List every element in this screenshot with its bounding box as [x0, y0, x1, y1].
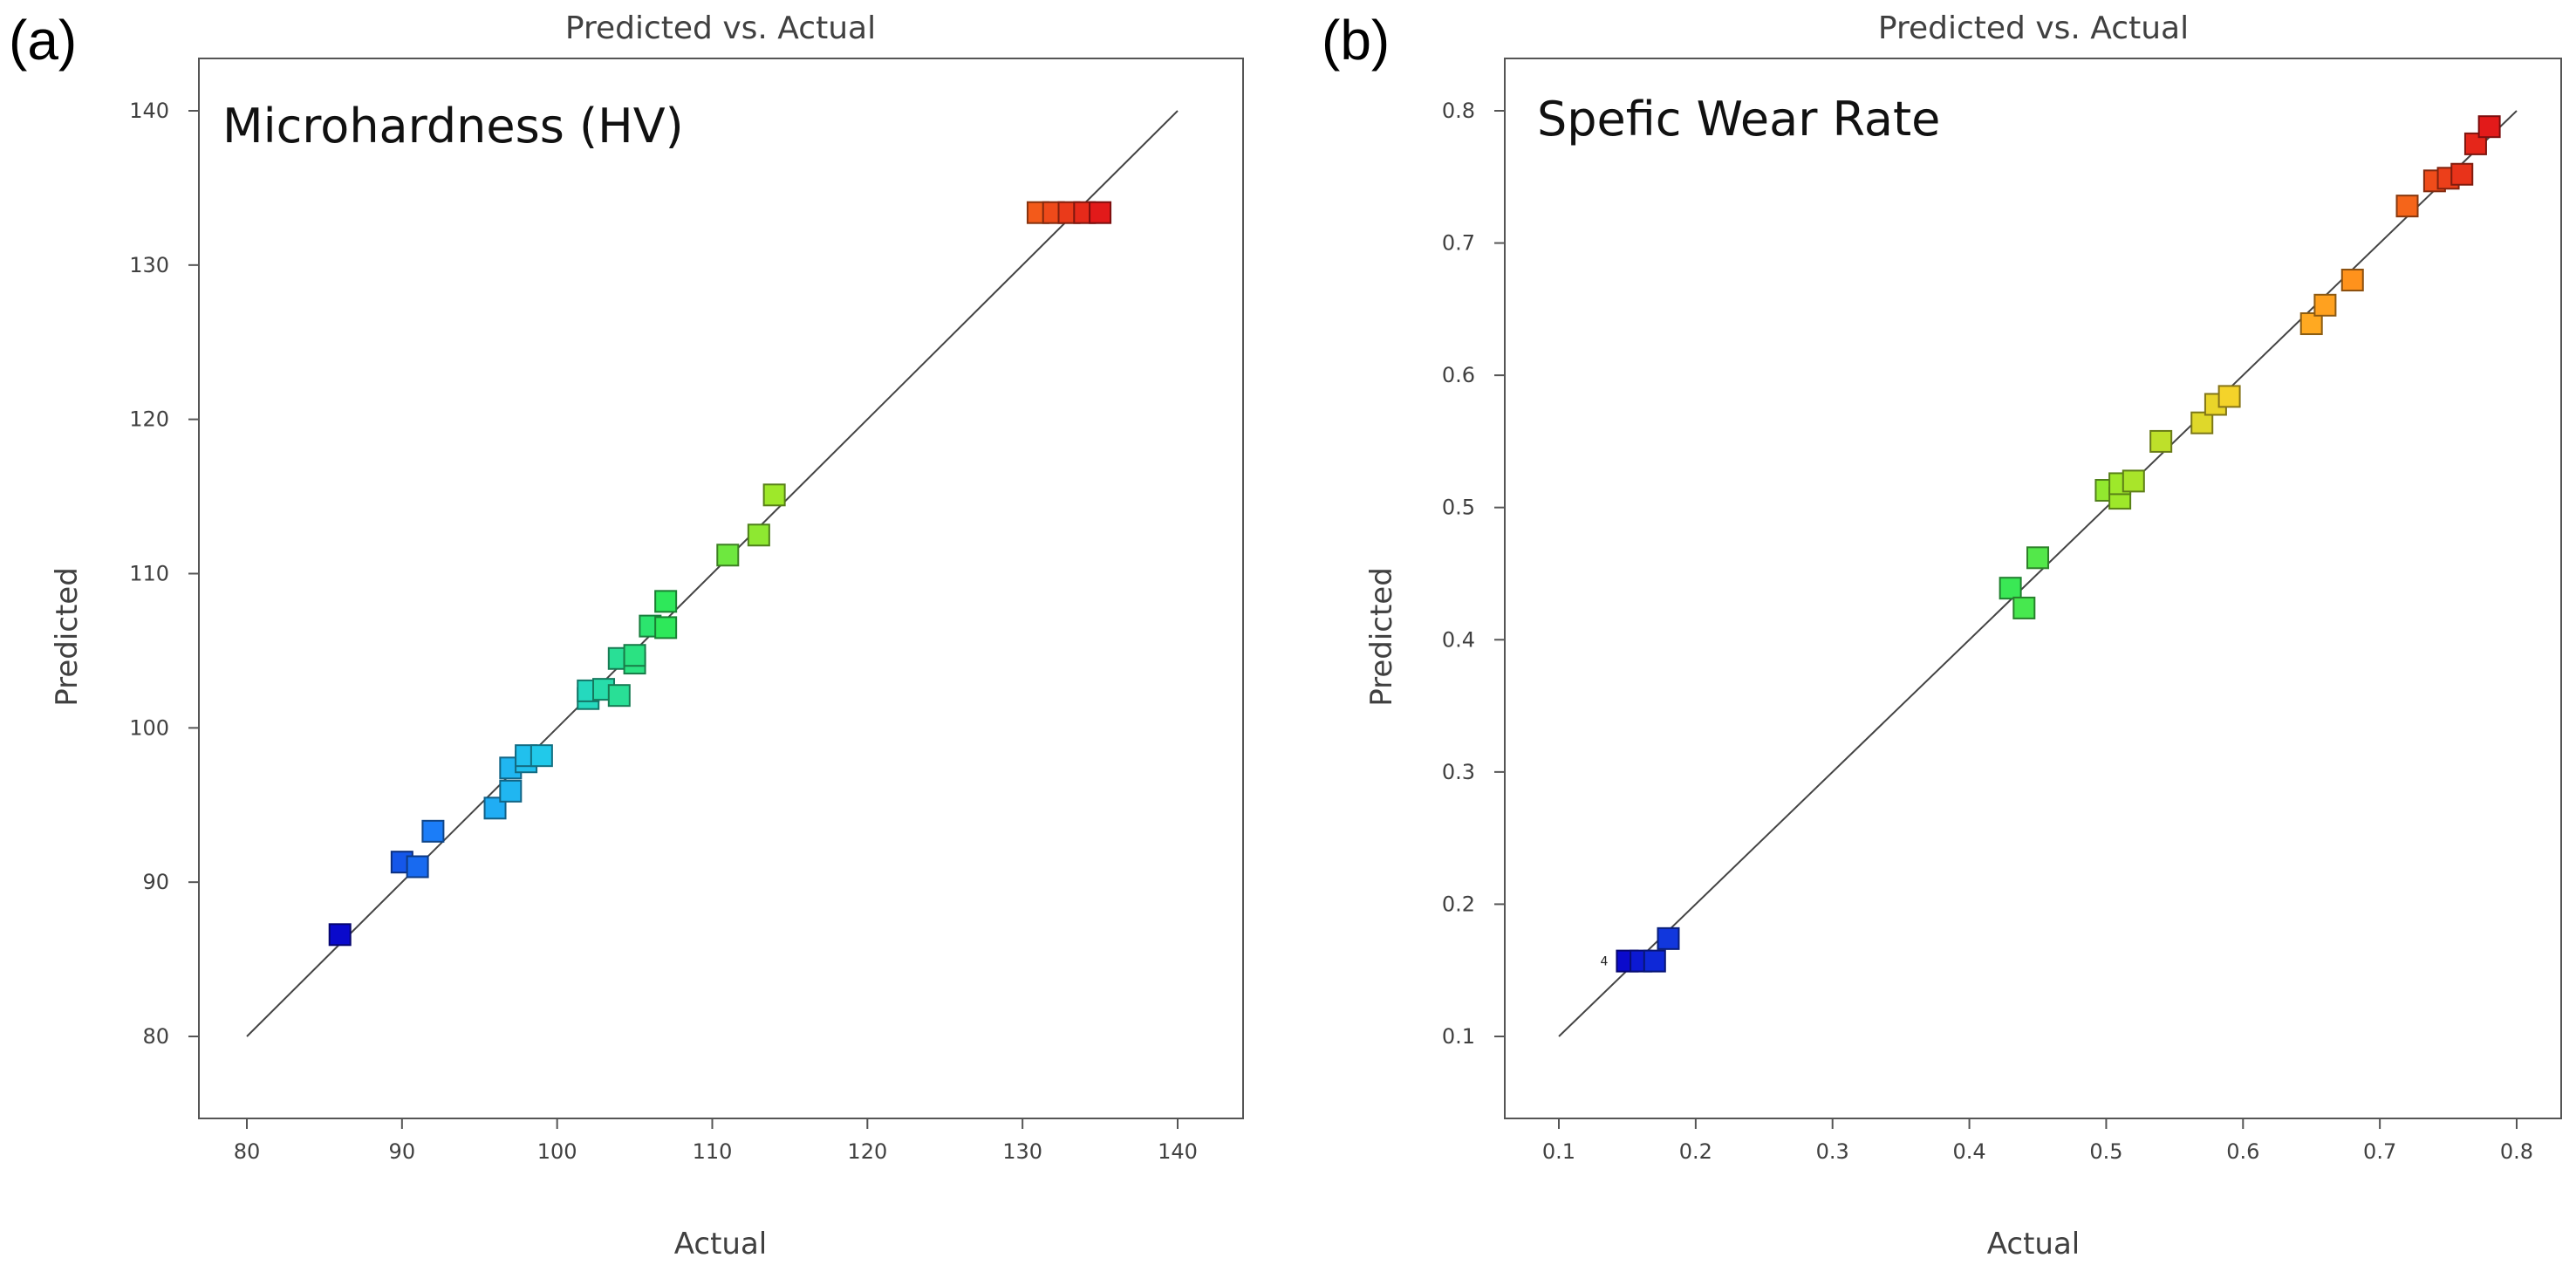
- x-tick-label-a-4: 120: [847, 1139, 887, 1164]
- panel-a: (a) Predicted vs. Actual Microhardness (…: [9, 9, 1244, 1262]
- y-tick-label-a-5: 130: [129, 253, 169, 277]
- reference-line-a: [246, 110, 1179, 1037]
- y-tick-label-b-1: 0.2: [1442, 892, 1475, 916]
- y-tick-label-b-5: 0.6: [1442, 363, 1475, 387]
- x-tick-label-a-1: 90: [389, 1139, 416, 1164]
- x-axis-label-a: Actual: [674, 1227, 768, 1262]
- data-point-b-17: [2340, 269, 2364, 292]
- data-point-b-4: [1999, 577, 2022, 600]
- data-point-a-5: [499, 779, 523, 803]
- x-tick-label-b-1: 0.2: [1679, 1139, 1712, 1164]
- data-point-a-19: [654, 590, 678, 613]
- data-point-a-13: [607, 684, 631, 708]
- data-point-a-21: [747, 523, 770, 547]
- x-tick-label-a-2: 100: [537, 1139, 577, 1164]
- panel-letter-b: (b): [1322, 9, 1390, 72]
- x-axis-label-b: Actual: [1987, 1227, 2081, 1262]
- axis-ticks-b: 0.1 0.2 0.3 0.4 0.5 0.6 0.7 0.8 0.1 0.2 0.3 0.4 0.5 0…: [1442, 99, 2533, 1164]
- x-tick-label-a-3: 110: [693, 1139, 733, 1164]
- y-tick-label-b-6: 0.7: [1442, 231, 1475, 256]
- data-point-a-16: [623, 644, 646, 667]
- y-axis-label-a: Predicted: [50, 567, 85, 707]
- data-point-a-18: [654, 616, 678, 639]
- x-tick-label-a-0: 80: [234, 1139, 261, 1164]
- x-tick-label-a-6: 140: [1158, 1139, 1198, 1164]
- x-tick-label-b-3: 0.4: [1952, 1139, 1985, 1164]
- data-point-a-0: [328, 923, 352, 947]
- y-tick-label-b-7: 0.8: [1442, 99, 1475, 123]
- panel-annotation-b: Spefic Wear Rate: [1537, 92, 1940, 147]
- x-tick-label-b-2: 0.3: [1816, 1139, 1849, 1164]
- x-tick-label-b-7: 0.8: [2500, 1139, 2533, 1164]
- chart-title-a: Predicted vs. Actual: [565, 10, 876, 46]
- data-point-b-12: [2190, 411, 2214, 434]
- data-point-a-27: [1089, 201, 1112, 224]
- data-point-a-2: [406, 855, 429, 879]
- point-label-b-0: 4: [1601, 955, 1609, 969]
- data-point-b-6: [2026, 546, 2049, 570]
- data-point-b-11: [2149, 429, 2173, 453]
- x-tick-label-b-6: 0.7: [2363, 1139, 2396, 1164]
- data-point-a-3: [421, 819, 445, 843]
- panel-letter-a: (a): [9, 9, 77, 72]
- panel-b: (b) Predicted vs. Actual Spefic Wear Rat…: [1322, 9, 2562, 1262]
- data-point-b-3: [1657, 927, 1680, 950]
- data-point-b-18: [2395, 195, 2419, 218]
- y-tick-label-a-3: 110: [129, 562, 169, 586]
- y-tick-label-b-3: 0.4: [1442, 627, 1475, 652]
- x-tick-label-b-0: 0.1: [1542, 1139, 1575, 1164]
- data-point-a-22: [762, 483, 786, 507]
- data-point-b-15: [2299, 312, 2323, 336]
- y-axis-label-b: Predicted: [1364, 567, 1399, 707]
- data-point-b-16: [2313, 293, 2337, 317]
- plot-frame-a: [198, 58, 1244, 1119]
- reference-line-b: [1558, 110, 2518, 1037]
- data-points-b: 4: [1601, 115, 2501, 973]
- axis-ticks-a: 80 90 100 110 120 130 140 80 90 100 110 120 130 140: [129, 99, 1198, 1164]
- y-tick-label-a-6: 140: [129, 99, 169, 123]
- data-point-b-10: [2122, 469, 2145, 493]
- x-tick-label-a-5: 130: [1002, 1139, 1042, 1164]
- data-point-b-2: [1643, 949, 1666, 973]
- data-point-a-9: [530, 744, 553, 768]
- y-tick-label-a-2: 100: [129, 715, 169, 740]
- data-point-b-5: [2012, 596, 2036, 619]
- plot-frame-b: [1504, 58, 2562, 1119]
- panel-annotation-a: Microhardness (HV): [222, 99, 684, 154]
- data-point-a-20: [716, 544, 740, 567]
- y-tick-label-b-2: 0.3: [1442, 760, 1475, 784]
- y-tick-label-b-0: 0.1: [1442, 1024, 1475, 1049]
- x-tick-label-b-4: 0.5: [2089, 1139, 2122, 1164]
- chart-title-b: Predicted vs. Actual: [1878, 10, 2189, 46]
- data-point-b-14: [2217, 385, 2241, 408]
- y-tick-label-a-0: 80: [142, 1024, 169, 1049]
- data-point-b-21: [2450, 162, 2474, 186]
- y-tick-label-b-4: 0.5: [1442, 496, 1475, 520]
- y-tick-label-a-1: 90: [142, 870, 169, 894]
- data-points-a: [328, 201, 1112, 947]
- data-point-b-22: [2463, 132, 2487, 155]
- y-tick-label-a-4: 120: [129, 407, 169, 432]
- x-tick-label-b-5: 0.6: [2226, 1139, 2259, 1164]
- data-point-b-23: [2477, 115, 2501, 139]
